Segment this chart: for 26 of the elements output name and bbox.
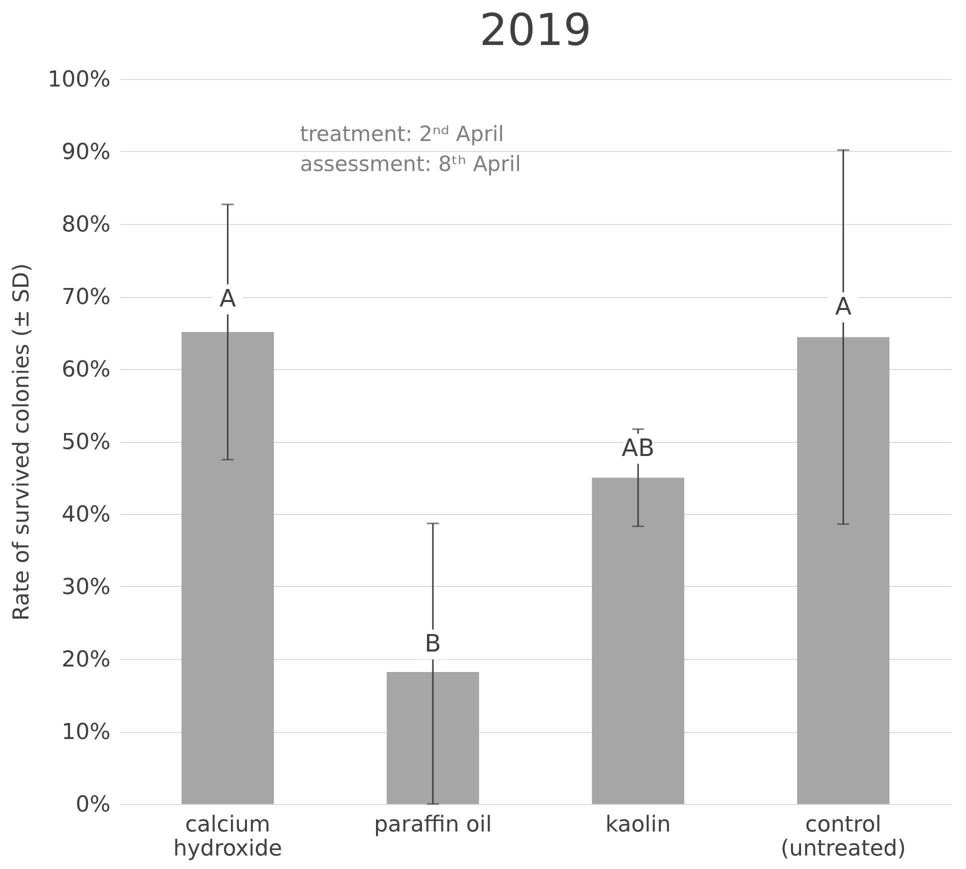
chart-title: 2019 — [480, 5, 592, 56]
annotation: A — [220, 284, 237, 312]
annotation: B — [424, 630, 442, 658]
annotation: A — [835, 292, 852, 320]
y-tick-label: 100% — [48, 68, 110, 92]
y-tick-label: 70% — [62, 285, 110, 310]
y-tick-label: 10% — [62, 720, 110, 745]
y-tick-label: 60% — [62, 358, 110, 382]
x-tick-label: paraffin oil — [374, 812, 492, 838]
y-tick-label: 40% — [62, 502, 110, 528]
x-tick-label: control (untreated) — [780, 812, 906, 862]
bar — [797, 337, 890, 804]
y-tick-label: 50% — [62, 430, 110, 455]
bar — [182, 332, 274, 804]
x-tick-label: kaolin — [605, 812, 671, 838]
y-tick-label: 0% — [76, 792, 110, 818]
x-tick-label: calcium hydroxide — [173, 812, 282, 862]
bar — [386, 672, 480, 804]
bar — [592, 478, 684, 804]
annotation: AB — [622, 434, 655, 462]
y-tick-label: 80% — [62, 212, 110, 238]
y-axis-title: Rate of survived colonies (± SD) — [10, 263, 35, 621]
y-tick-label: 20% — [62, 648, 110, 672]
annotation: treatment: 2ⁿᵈ April assessment: 8ᵗʰ April — [300, 122, 521, 176]
y-tick-label: 90% — [62, 140, 110, 165]
y-tick-label: 30% — [62, 575, 110, 600]
